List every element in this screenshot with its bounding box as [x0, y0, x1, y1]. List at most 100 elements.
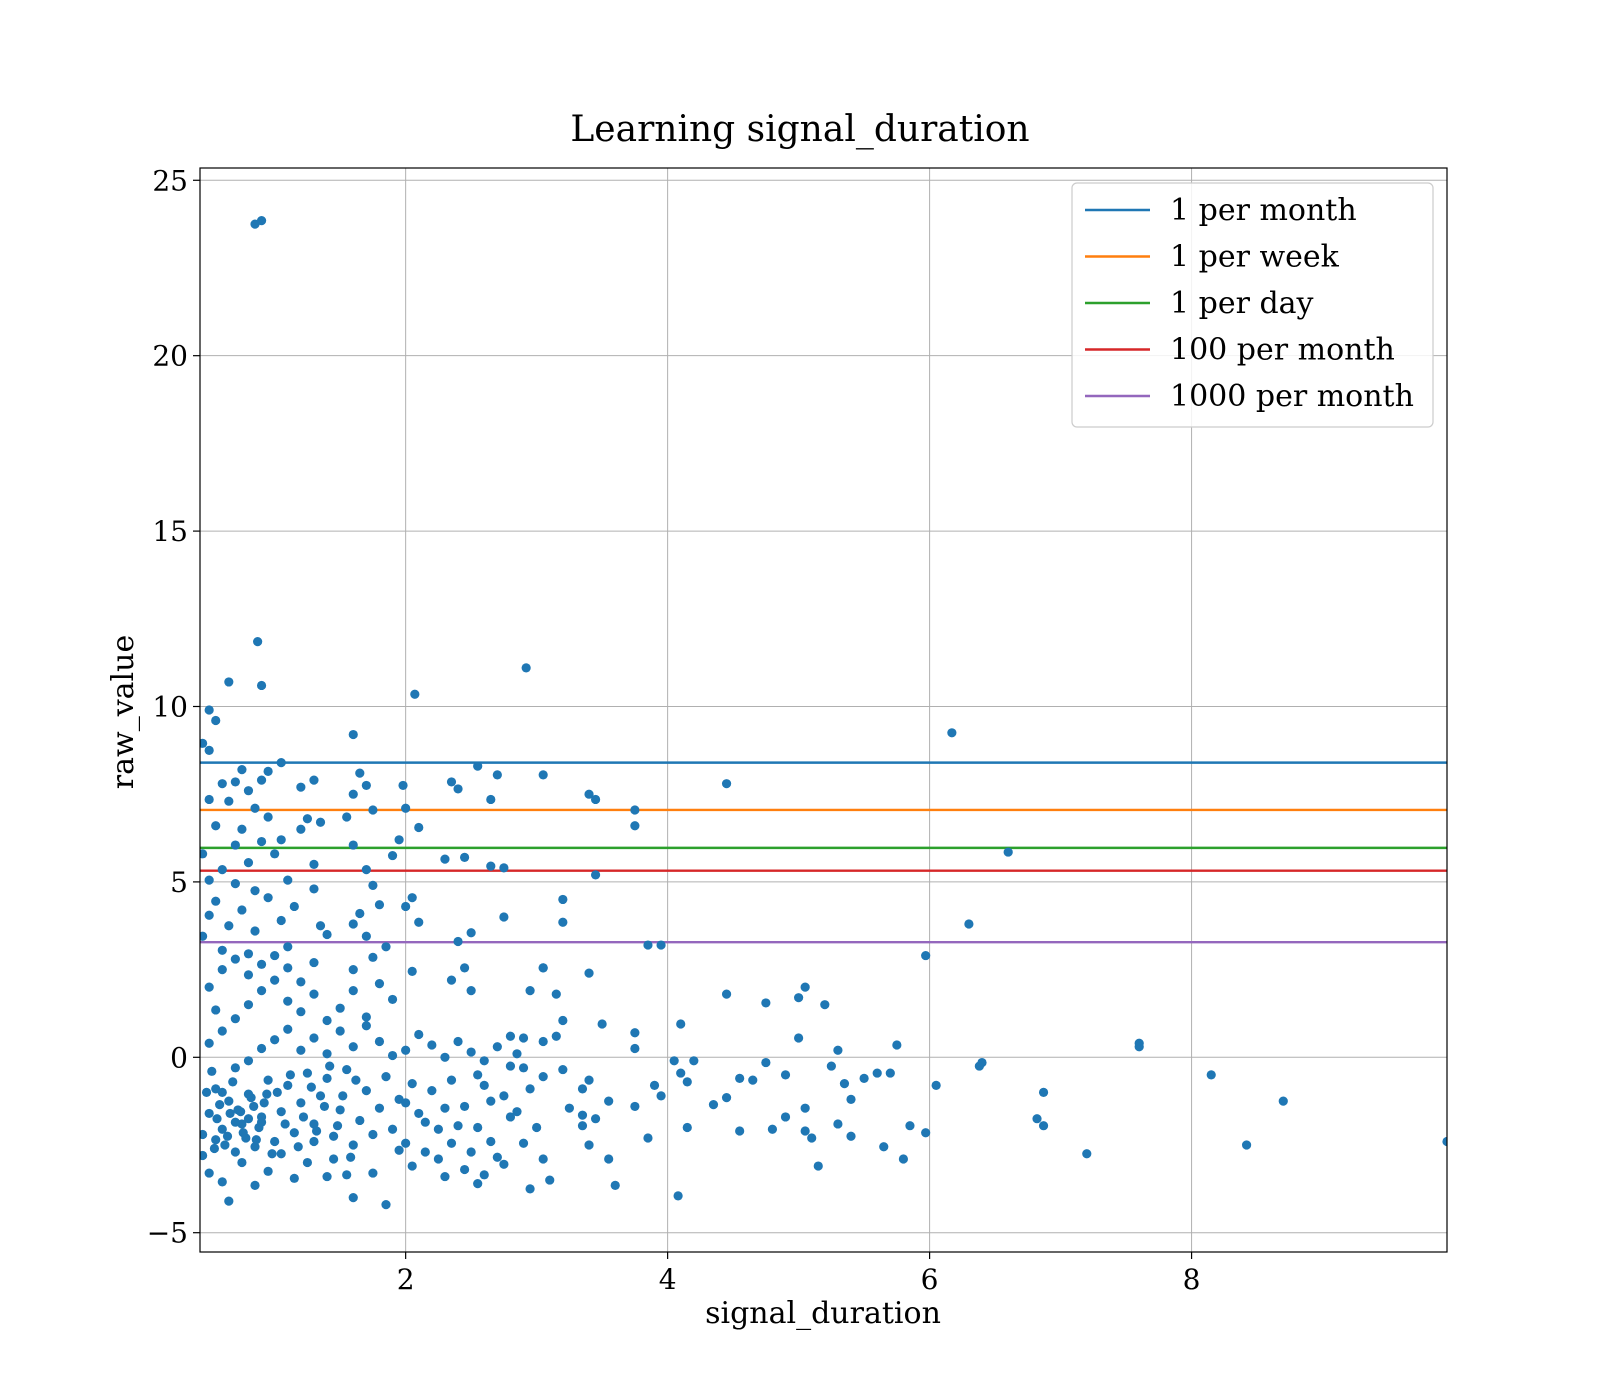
- data-point-273: [215, 1100, 225, 1110]
- data-point-70: [410, 689, 420, 699]
- data-point-173: [689, 1056, 699, 1066]
- data-point-81: [453, 784, 463, 794]
- data-point-40: [211, 896, 221, 906]
- data-point-46: [250, 926, 260, 936]
- data-point-11: [263, 766, 273, 776]
- data-point-175: [610, 1180, 620, 1190]
- data-point-42: [263, 893, 273, 903]
- data-point-249: [335, 1105, 345, 1115]
- data-point-282: [272, 1087, 282, 1097]
- data-point-232: [204, 1168, 214, 1178]
- data-point-41: [237, 905, 247, 915]
- data-point-272: [207, 1066, 217, 1076]
- data-point-233: [200, 1150, 208, 1161]
- data-point-144: [800, 1126, 810, 1136]
- data-point-100: [630, 821, 640, 831]
- data-point-2: [253, 636, 263, 647]
- data-point-341: [348, 986, 358, 996]
- y-tick-label-2: 5: [170, 866, 188, 899]
- data-point-265: [230, 1147, 240, 1157]
- y-axis-label: raw_value: [106, 635, 141, 789]
- data-point-102: [558, 894, 568, 905]
- data-point-118: [676, 1019, 686, 1029]
- data-point-162: [767, 1124, 778, 1134]
- data-point-324: [440, 1052, 450, 1062]
- data-point-297: [238, 1128, 248, 1138]
- data-point-305: [212, 1114, 222, 1124]
- data-point-112: [721, 989, 732, 999]
- data-point-20: [250, 803, 260, 813]
- data-point-177: [584, 1140, 594, 1150]
- data-point-224: [302, 1157, 313, 1168]
- data-point-10: [276, 758, 286, 768]
- data-point-8: [204, 745, 214, 755]
- data-point-97: [584, 789, 594, 799]
- data-point-109: [597, 1019, 607, 1029]
- data-point-221: [329, 1154, 339, 1164]
- legend-box: [1071, 182, 1434, 428]
- data-point-121: [1003, 847, 1013, 857]
- data-point-353: [309, 957, 319, 968]
- data-point-131: [1038, 1087, 1049, 1097]
- data-point-5: [204, 705, 214, 715]
- data-point-260: [263, 1075, 273, 1085]
- data-point-344: [387, 994, 398, 1005]
- data-point-199: [518, 1033, 529, 1043]
- data-point-250: [329, 1131, 339, 1141]
- data-point-55: [348, 729, 358, 740]
- data-point-115: [800, 982, 810, 992]
- data-point-241: [387, 1124, 398, 1134]
- data-point-204: [479, 1080, 489, 1090]
- data-point-133: [1038, 1121, 1049, 1131]
- data-point-129: [1134, 1042, 1144, 1052]
- data-point-334: [256, 986, 267, 996]
- legend-label-1: 1 per week: [1170, 240, 1340, 275]
- data-point-192: [512, 1107, 522, 1117]
- data-point-143: [846, 1131, 856, 1141]
- data-point-304: [222, 1131, 233, 1141]
- data-point-61: [348, 840, 358, 850]
- data-point-355: [433, 1124, 443, 1134]
- data-point-142: [833, 1119, 843, 1129]
- data-point-244: [368, 1129, 378, 1140]
- data-point-335: [270, 975, 280, 985]
- y-tick-label-6: 25: [152, 164, 188, 197]
- data-point-53: [283, 942, 293, 952]
- data-point-37: [250, 886, 260, 896]
- data-point-357: [473, 1122, 483, 1133]
- data-point-176: [604, 1154, 614, 1164]
- data-point-349: [256, 959, 267, 969]
- data-point-231: [217, 1177, 227, 1187]
- data-point-62: [361, 865, 371, 875]
- data-point-31: [217, 865, 227, 875]
- data-point-139: [898, 1154, 909, 1164]
- data-point-145: [807, 1133, 817, 1143]
- data-point-170: [669, 1056, 679, 1066]
- data-point-7: [200, 738, 208, 748]
- data-point-136: [1241, 1140, 1252, 1150]
- data-point-301: [256, 1117, 267, 1127]
- data-point-78: [414, 917, 424, 927]
- data-point-187: [532, 1122, 542, 1133]
- data-point-318: [361, 1021, 371, 1031]
- data-point-209: [499, 1159, 509, 1169]
- data-point-44: [204, 910, 214, 920]
- data-point-343: [374, 979, 385, 989]
- data-point-9: [237, 765, 247, 775]
- data-point-119: [630, 1028, 640, 1038]
- data-point-337: [296, 1007, 306, 1017]
- data-point-158: [735, 1073, 745, 1083]
- data-point-154: [826, 1061, 836, 1071]
- data-point-94: [466, 986, 476, 996]
- data-point-114: [794, 993, 804, 1003]
- data-point-153: [833, 1045, 843, 1055]
- data-point-228: [250, 1180, 260, 1190]
- data-point-29: [296, 824, 306, 834]
- data-point-239: [407, 1079, 417, 1089]
- data-point-346: [217, 964, 227, 975]
- data-point-259: [270, 1136, 280, 1147]
- data-point-223: [309, 1136, 319, 1147]
- data-point-217: [381, 1200, 391, 1210]
- data-point-303: [225, 1108, 235, 1119]
- data-point-1: [256, 216, 267, 226]
